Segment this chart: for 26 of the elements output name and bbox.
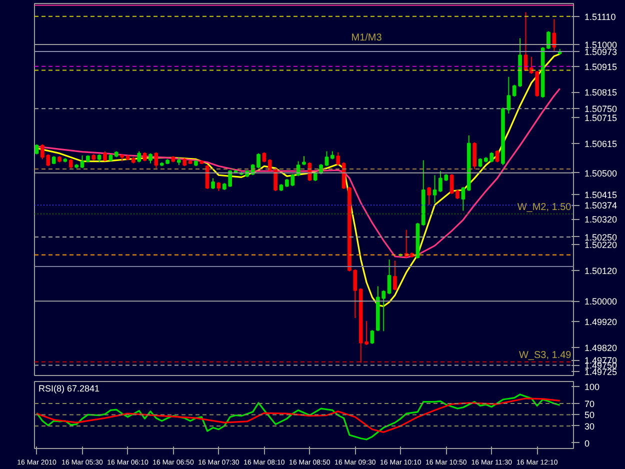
annotation: M1/M3 [351,32,382,44]
y-tick-label: 1.49725 [584,367,618,378]
y-tick-label: 100 [584,382,600,392]
chart-title: RSI(8) 67.2841 [38,384,100,394]
annotation: W_S3, 1.49 [518,350,572,361]
y-tick-label: 1.50500 [584,168,618,178]
y-tick-label: 1.50250 [584,232,618,242]
y-tick-label: 1.51110 [584,12,616,22]
y-tick-label: 1.50750 [584,104,618,114]
y-tick-label: 1.50715 [584,113,618,124]
y-tick-label: 1.49820 [584,342,618,353]
annotation: W_M2, 1.50 [517,202,572,213]
y-tick-label: 1.50615 [584,138,618,149]
y-tick-label: 1.50000 [584,296,618,307]
y-tick-label: 1.50415 [584,190,618,200]
y-tick-label: 1.50120 [584,266,618,276]
y-tick-label: 50 [584,410,595,420]
y-tick-label: 0 [584,438,590,448]
y-tick-label: 1.50220 [584,240,618,250]
y-tick-label: 30 [584,421,595,432]
y-tick-label: 1.50815 [584,88,618,98]
y-tick-label: 1.50374 [584,200,618,211]
y-tick-label: 1.50915 [584,62,618,72]
y-tick-label: 1.50320 [584,214,618,225]
y-tick-label: 1.49920 [584,317,618,328]
y-tick-label: 70 [584,398,595,409]
